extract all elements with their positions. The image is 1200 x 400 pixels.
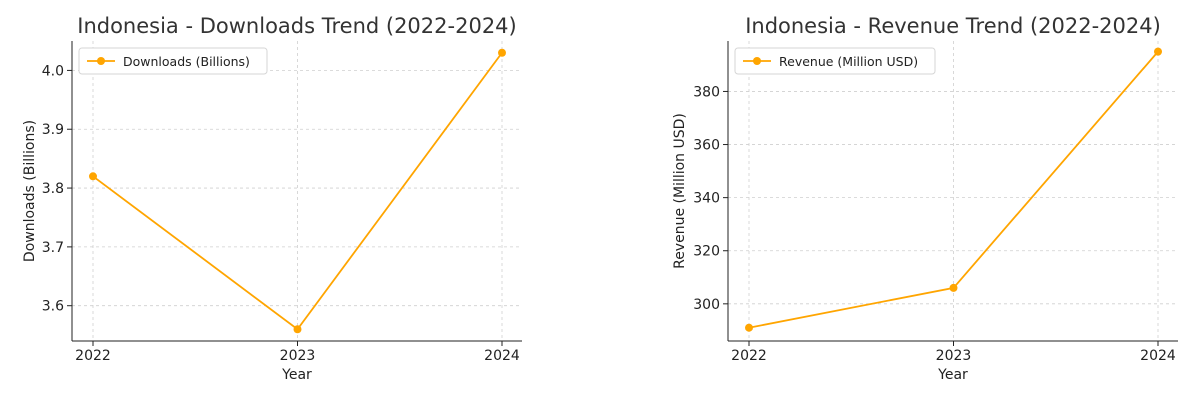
y-tick-label: 3.7 [42, 240, 64, 256]
grid [728, 41, 1178, 341]
x-tick-label: 2024 [1140, 348, 1176, 364]
y-tick-label: 320 [693, 244, 720, 260]
y-tick-label: 3.6 [42, 299, 64, 315]
x-axis-label: Year [937, 367, 968, 383]
y-tick-label: 4.0 [42, 63, 64, 79]
grid [72, 41, 522, 341]
legend-box [78, 47, 268, 75]
x-tick-label: 2022 [731, 348, 767, 364]
chart-title: Indonesia - Revenue Trend (2022-2024) [745, 14, 1161, 38]
legend: Revenue (Million USD) [734, 47, 936, 75]
data-point [745, 323, 753, 332]
y-tick-label: 3.8 [42, 181, 64, 197]
legend-marker [753, 57, 761, 65]
y-tick-label: 360 [693, 138, 720, 154]
legend-label: Downloads (Billions) [123, 54, 250, 69]
y-tick-label: 340 [693, 191, 720, 207]
y-tick-label: 380 [693, 84, 720, 100]
revenue-trend-chart: 300 320 340 360 380 2022 2023 2024 Year Revenue (… [672, 14, 1178, 383]
chart-title: Indonesia - Downloads Trend (2022-2024) [77, 14, 516, 38]
downloads-trend-chart: 3.6 3.7 3.8 3.9 4.0 2022 2023 2024 Year Downloads… [22, 14, 522, 383]
data-point [498, 48, 506, 57]
y-axis-label: Revenue (Million USD) [672, 113, 688, 269]
legend-label: Revenue (Million USD) [779, 54, 918, 69]
data-point [949, 283, 958, 292]
x-tick-label: 2024 [484, 348, 520, 364]
y-tick-label: 3.9 [42, 122, 64, 138]
legend: Downloads (Billions) [78, 47, 268, 75]
data-point [1154, 47, 1162, 56]
data-point [89, 172, 97, 181]
data-point [293, 325, 302, 334]
legend-box [734, 47, 936, 75]
y-axis-label: Downloads (Billions) [22, 120, 38, 262]
x-tick-label: 2022 [75, 348, 111, 364]
x-tick-label: 2023 [936, 348, 972, 364]
y-tick-label: 300 [693, 297, 720, 313]
legend-marker [97, 57, 105, 65]
x-tick-label: 2023 [280, 348, 316, 364]
x-axis-label: Year [281, 367, 312, 383]
